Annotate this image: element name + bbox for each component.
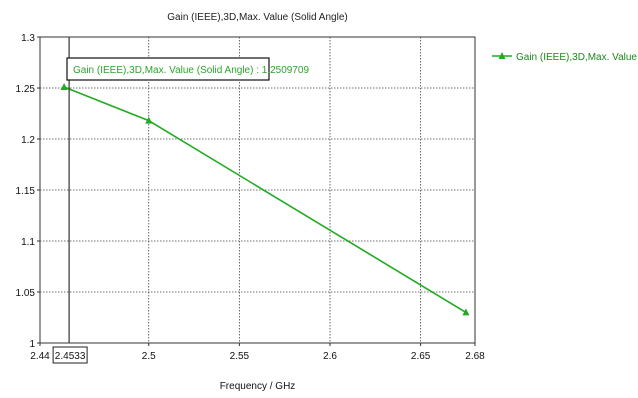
- data-point-marker: [60, 83, 68, 91]
- y-axis-ticks: 1 1.05 1.1 1.15 1.2 1.25 1.3: [16, 33, 40, 350]
- x-tick-label: 2.6: [323, 351, 337, 362]
- y-tick-label: 1.3: [21, 33, 35, 44]
- cursor-tooltip-text: Gain (IEEE),3D,Max. Value (Solid Angle) …: [73, 65, 309, 76]
- cursor-tooltip-box: [66, 57, 270, 81]
- y-tick-label: 1: [29, 339, 35, 350]
- data-point-marker: [462, 308, 470, 316]
- cursor-x-value-box: [52, 346, 88, 364]
- y-tick-label: 1.25: [16, 84, 36, 95]
- x-axis-ticks: 2.44 2.5 2.55 2.6 2.65 2.68: [30, 343, 485, 362]
- x-tick-label: 2.65: [411, 351, 431, 362]
- legend-marker: [498, 52, 506, 59]
- series-line: [63, 86, 467, 314]
- y-tick-label: 1.15: [16, 186, 36, 197]
- marker-cursor[interactable]: Gain (IEEE),3D,Max. Value (Solid Angle) …: [52, 37, 309, 364]
- grid-lines: [40, 37, 475, 343]
- y-tick-label: 1.2: [21, 135, 35, 146]
- y-tick-label: 1.05: [16, 288, 36, 299]
- data-point-marker: [145, 116, 153, 124]
- y-tick-label: 1.1: [21, 237, 35, 248]
- x-tick-label: 2.55: [230, 351, 250, 362]
- series-layer: [60, 83, 470, 316]
- x-axis-label: Frequency / GHz: [220, 381, 296, 392]
- chart-title: Gain (IEEE),3D,Max. Value (Solid Angle): [167, 12, 347, 23]
- cursor-x-value: 2.4533: [55, 351, 86, 362]
- legend: Gain (IEEE),3D,Max. Value (...: [492, 52, 638, 63]
- x-tick-label: 2.68: [465, 351, 485, 362]
- x-tick-label: 2.44: [30, 351, 50, 362]
- x-tick-label: 2.5: [142, 351, 156, 362]
- legend-label: Gain (IEEE),3D,Max. Value (...: [516, 52, 638, 63]
